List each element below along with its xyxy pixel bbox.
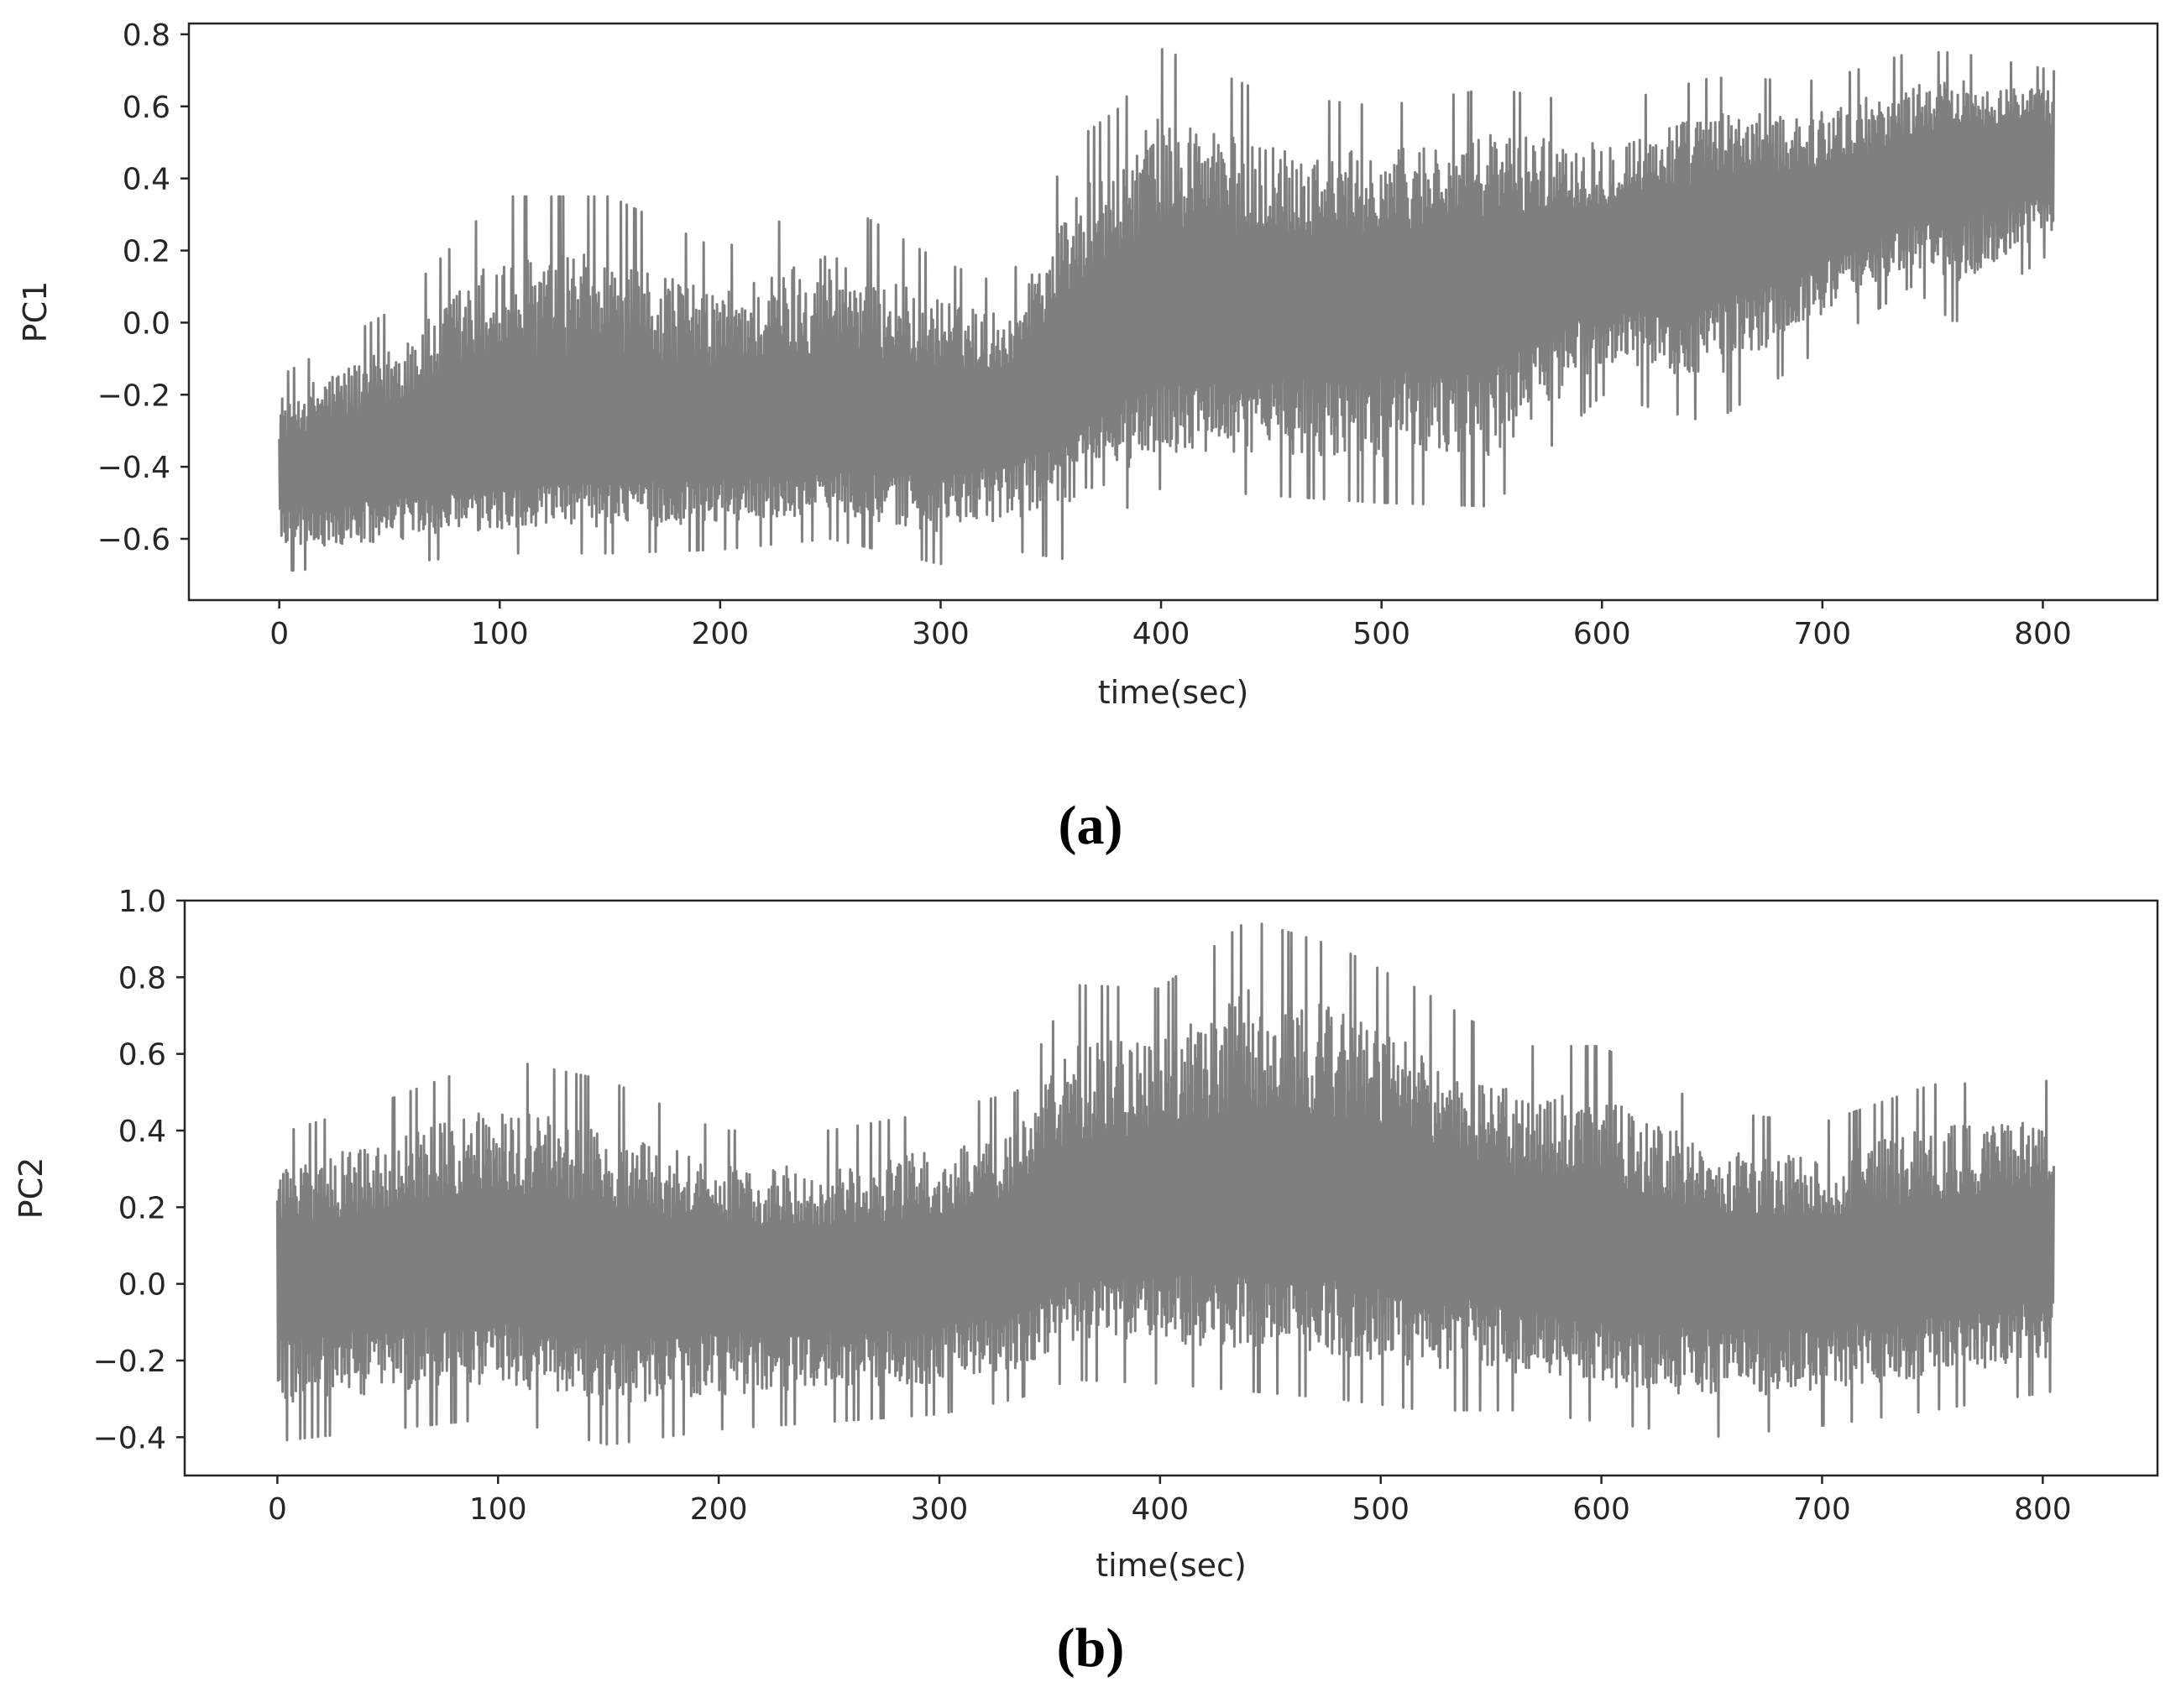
x-tick-label: 0 [269, 617, 289, 651]
x-tick-label: 800 [2014, 1492, 2072, 1527]
series-line [278, 48, 2056, 572]
plot-area-b [183, 899, 2159, 1477]
y-tick-label: 0.6 [118, 1038, 166, 1073]
y-tick-label: −0.6 [97, 523, 170, 557]
x-tick-label: 600 [1573, 617, 1631, 651]
y-tick-label: 0.2 [118, 1191, 166, 1225]
x-tick-label: 600 [1572, 1492, 1630, 1527]
y-tick-label: −0.2 [97, 379, 170, 413]
x-axis-b: 0 100 200 300 400 500 600 700 800 [268, 1476, 2072, 1527]
chart-panel-b: 0 100 200 300 400 500 600 700 800 −0.4 −0.2 0.0 0.2… [13, 885, 2159, 1679]
series-layer-b [275, 922, 2055, 1446]
y-tick-label: 0.6 [123, 91, 170, 125]
y-tick-label: 0.8 [123, 18, 170, 53]
y-tick-label: 0.2 [123, 235, 170, 269]
plot-area-a [187, 22, 2159, 602]
y-tick-label: 0.4 [118, 1115, 166, 1149]
x-tick-label: 800 [2014, 617, 2072, 651]
chart-panel-a: 0 100 200 300 400 500 600 700 800 −0.6 −0.4 −0.2 0.… [17, 18, 2159, 856]
x-axis-label-a: time(sec) [1098, 674, 1249, 711]
y-tick-label: 1.0 [118, 885, 166, 919]
x-tick-label: 400 [1131, 1492, 1189, 1527]
x-tick-label: 100 [469, 1492, 527, 1527]
y-tick-label: −0.4 [97, 451, 170, 485]
y-axis-label-a: PC1 [17, 281, 54, 343]
y-tick-label: 0.0 [123, 306, 170, 341]
axes-frame-b [183, 899, 2159, 1477]
series-line [275, 922, 2055, 1446]
y-axis-label-b: PC2 [13, 1157, 50, 1220]
y-tick-label: 0.8 [118, 961, 166, 995]
panel-caption-a: (a) [1059, 795, 1123, 856]
x-tick-label: 700 [1793, 617, 1851, 651]
x-tick-label: 200 [690, 1492, 748, 1527]
panel-caption-b: (b) [1057, 1617, 1125, 1679]
y-tick-label: −0.4 [93, 1421, 166, 1455]
series-layer-a [278, 48, 2056, 572]
x-tick-label: 200 [692, 617, 750, 651]
x-tick-label: 300 [911, 1492, 969, 1527]
y-tick-label: −0.2 [93, 1345, 166, 1379]
x-tick-label: 700 [1793, 1492, 1851, 1527]
x-tick-label: 300 [912, 617, 970, 651]
x-tick-label: 100 [471, 617, 529, 651]
y-axis-b: −0.4 −0.2 0.0 0.2 0.4 0.6 0.8 1.0 [93, 885, 185, 1455]
y-axis-a: −0.6 −0.4 −0.2 0.0 0.2 0.4 0.6 0.8 [97, 18, 189, 557]
x-tick-label: 500 [1352, 617, 1410, 651]
y-tick-label: 0.0 [118, 1268, 166, 1303]
x-axis-a: 0 100 200 300 400 500 600 700 800 [269, 600, 2072, 651]
x-axis-label-b: time(sec) [1096, 1547, 1247, 1584]
x-tick-label: 0 [268, 1492, 287, 1527]
axes-frame-a [187, 22, 2159, 602]
x-tick-label: 500 [1352, 1492, 1410, 1527]
y-tick-label: 0.4 [123, 163, 170, 197]
x-tick-label: 400 [1132, 617, 1190, 651]
